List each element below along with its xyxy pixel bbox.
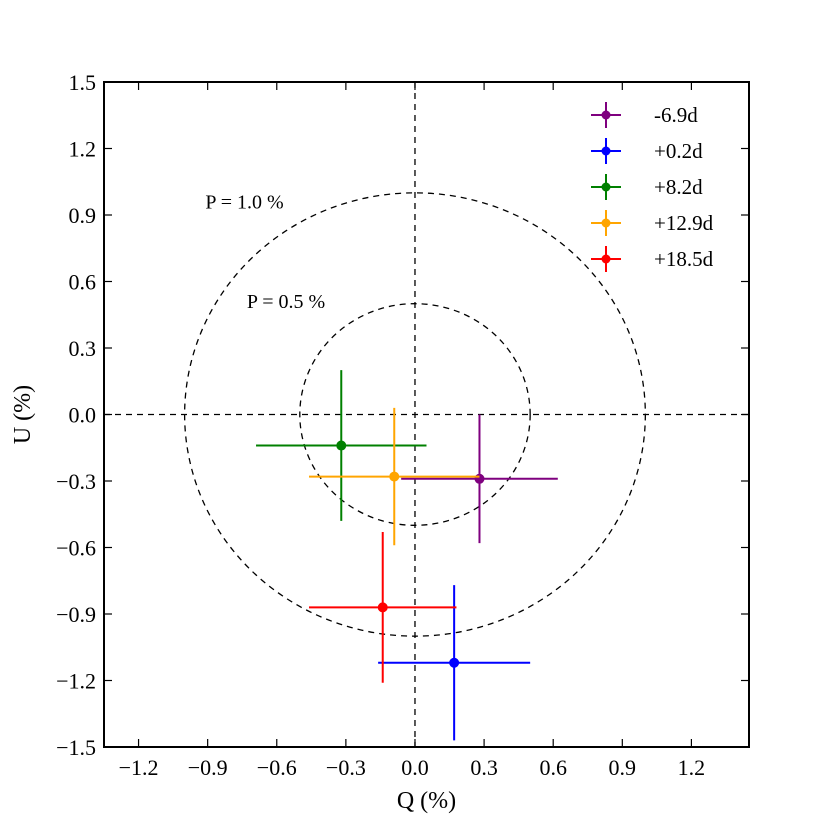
legend-label: +8.2d [654, 175, 703, 199]
y-tick-label: −0.6 [56, 536, 96, 561]
legend-label: +12.9d [654, 211, 714, 235]
x-tick-label: 0.6 [539, 755, 567, 780]
series-+18.5d [309, 531, 457, 683]
y-tick-label: −0.3 [56, 469, 96, 494]
x-tick-label: 1.2 [678, 755, 706, 780]
x-axis-title: Q (%) [397, 788, 456, 814]
legend-label: +0.2d [654, 139, 703, 163]
legend: -6.9d +0.2d +8.2d +12.9d +18.5d [591, 102, 714, 272]
y-tick-label: 1.2 [69, 137, 97, 162]
series-+8.2d [256, 370, 427, 521]
y-tick-label: 0.9 [69, 203, 97, 228]
reference-layer: P = 1.0 % P = 0.5 % [104, 82, 749, 747]
x-tick-label: −0.9 [188, 755, 228, 780]
legend-marker-dot [601, 218, 611, 228]
series-+12.9d [309, 407, 480, 546]
legend-marker-dot [601, 110, 611, 120]
y-tick-label: −1.2 [56, 669, 96, 694]
series-+0.2d [378, 585, 531, 741]
y-tick-label: 0.6 [69, 270, 97, 295]
y-tick-label: 0.0 [69, 403, 97, 428]
data-layer [256, 370, 558, 741]
polarization-circle-1 [299, 303, 531, 526]
series--6.9d [401, 414, 558, 544]
data-point [449, 657, 460, 668]
y-tick-label: −0.9 [56, 602, 96, 627]
x-tick-label: 0.9 [609, 755, 637, 780]
data-point [336, 440, 347, 451]
legend-label: -6.9d [654, 103, 698, 127]
x-tick-label: 0.0 [401, 755, 429, 780]
legend-label: +18.5d [654, 247, 714, 271]
y-tick-label: −1.5 [56, 735, 96, 760]
data-point [389, 471, 400, 482]
legend-marker-dot [601, 146, 611, 156]
x-tick-label: 0.3 [470, 755, 498, 780]
polarization-circle-label-1: P = 0.5 % [247, 291, 325, 313]
x-tick-label: −0.6 [257, 755, 297, 780]
legend-marker-dot [601, 254, 611, 264]
tick-layer: −1.2 −0.9 −0.6 −0.3 0.0 0.3 0.6 0.9 1.2 1.5 1.2 0.9… [56, 70, 749, 780]
polarization-circle-0 [183, 192, 646, 637]
y-axis-title: U (%) [10, 385, 36, 444]
legend-marker-dot [601, 182, 611, 192]
y-tick-label: 1.5 [69, 70, 97, 95]
data-point [377, 602, 388, 613]
x-tick-label: −1.2 [119, 755, 159, 780]
y-tick-label: 0.3 [69, 336, 97, 361]
polarization-circle-label-0: P = 1.0 % [205, 191, 283, 213]
x-tick-label: −0.3 [326, 755, 366, 780]
